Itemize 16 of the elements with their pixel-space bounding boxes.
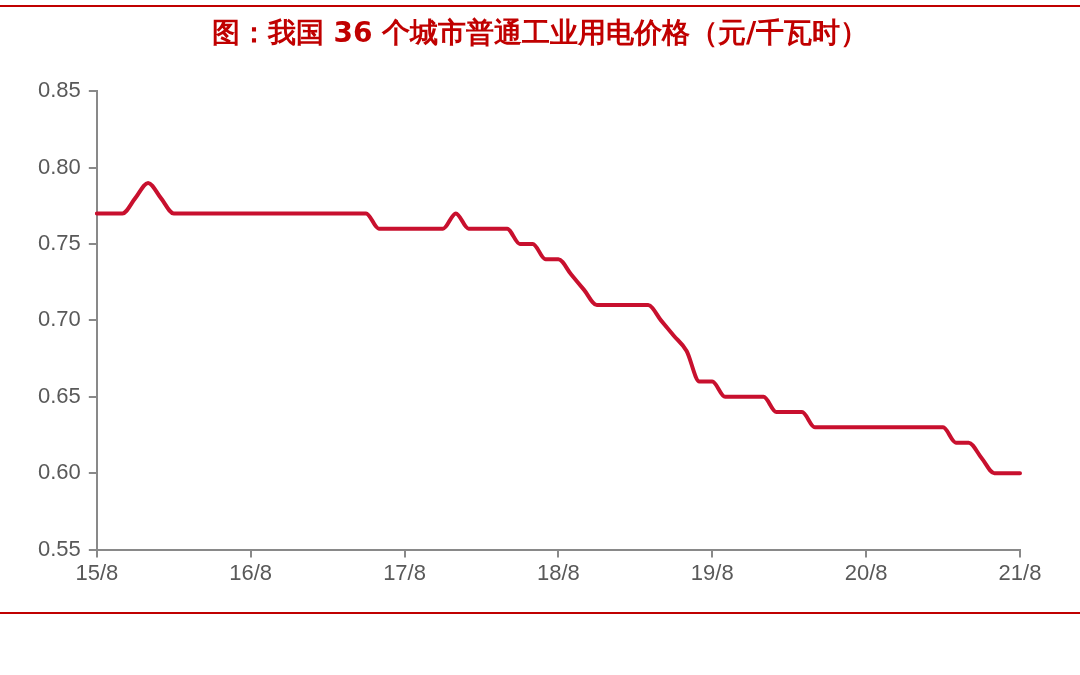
y-tick-label: 0.55 bbox=[37, 535, 81, 561]
x-tick-label: 21/8 bbox=[998, 559, 1042, 585]
x-tick-label: 17/8 bbox=[383, 559, 426, 585]
y-tick-label: 0.60 bbox=[37, 459, 81, 485]
x-tick-label: 16/8 bbox=[229, 559, 273, 585]
x-tick-label: 19/8 bbox=[690, 559, 734, 585]
x-tick-label: 15/8 bbox=[75, 559, 119, 585]
y-tick-label: 0.65 bbox=[37, 382, 81, 408]
chart-title: 图：我国 36 个城市普通工业用电价格（元/千瓦时） bbox=[210, 15, 870, 51]
x-tick-label: 20/8 bbox=[844, 559, 888, 585]
line-series bbox=[94, 180, 1022, 476]
y-tick-label: 0.85 bbox=[37, 77, 81, 103]
x-tick-label: 18/8 bbox=[537, 559, 580, 585]
y-tick-label: 0.80 bbox=[37, 153, 81, 179]
y-tick-label: 0.75 bbox=[37, 230, 81, 256]
y-tick-label: 0.70 bbox=[37, 306, 81, 332]
